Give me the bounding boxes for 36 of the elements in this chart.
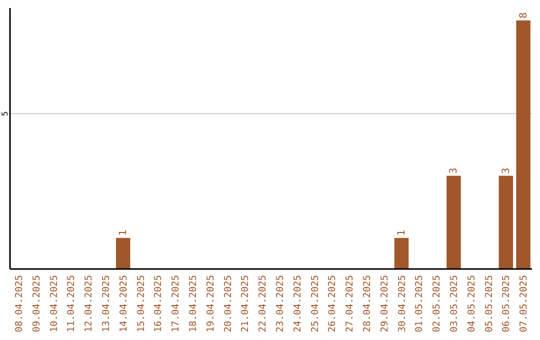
x-tick-label: 08.04.2025 [14, 275, 26, 332]
x-tick-label: 09.04.2025 [31, 275, 42, 332]
x-tick-label: 03.05.2025 [449, 275, 460, 332]
x-tick-label: 17.04.2025 [170, 275, 182, 332]
x-tick-label: 30.04.2025 [396, 275, 408, 332]
x-tick-label: 11.04.2025 [66, 275, 78, 332]
x-tick-label: 29.04.2025 [379, 275, 390, 332]
y-tick-label: 5 [0, 111, 10, 116]
x-tick-label: 21.04.2025 [240, 275, 252, 332]
x-tick-label: 19.04.2025 [205, 275, 216, 332]
x-tick-label: 25.04.2025 [310, 275, 321, 332]
x-tick-label: 27.04.2025 [344, 275, 356, 332]
x-tick-label: 22.04.2025 [258, 275, 269, 332]
x-tick-label: 20.04.2025 [222, 275, 234, 332]
data-label: 1 [396, 230, 408, 236]
data-label: 1 [118, 230, 130, 236]
x-tick-label: 01.05.2025 [414, 275, 426, 332]
x-tick-label: 05.05.2025 [484, 275, 495, 332]
x-tick-label: 14.04.2025 [118, 275, 130, 332]
x-tick-label: 04.05.2025 [466, 275, 478, 332]
data-label: 8 [518, 12, 530, 18]
x-tick-label: 28.04.2025 [362, 275, 374, 332]
x-tick-label: 18.04.2025 [188, 275, 200, 332]
x-tick-label: 02.05.2025 [432, 275, 443, 332]
x-tick-label: 26.04.2025 [327, 275, 338, 332]
x-tick-label: 10.04.2025 [48, 275, 60, 332]
data-label: 3 [500, 168, 512, 174]
x-tick-label: 16.04.2025 [153, 275, 164, 332]
x-tick-label: 07.05.2025 [518, 275, 530, 332]
x-tick-label: 23.04.2025 [275, 275, 286, 332]
x-tick-label: 15.04.2025 [136, 275, 147, 332]
data-label: 3 [448, 168, 460, 174]
x-tick-label: 24.04.2025 [292, 275, 304, 332]
x-tick-label: 12.04.2025 [84, 275, 95, 332]
x-tick-label: 06.05.2025 [501, 275, 512, 332]
x-tick-label: 13.04.2025 [101, 275, 112, 332]
